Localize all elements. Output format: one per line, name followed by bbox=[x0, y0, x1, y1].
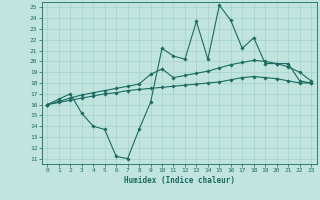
X-axis label: Humidex (Indice chaleur): Humidex (Indice chaleur) bbox=[124, 176, 235, 185]
